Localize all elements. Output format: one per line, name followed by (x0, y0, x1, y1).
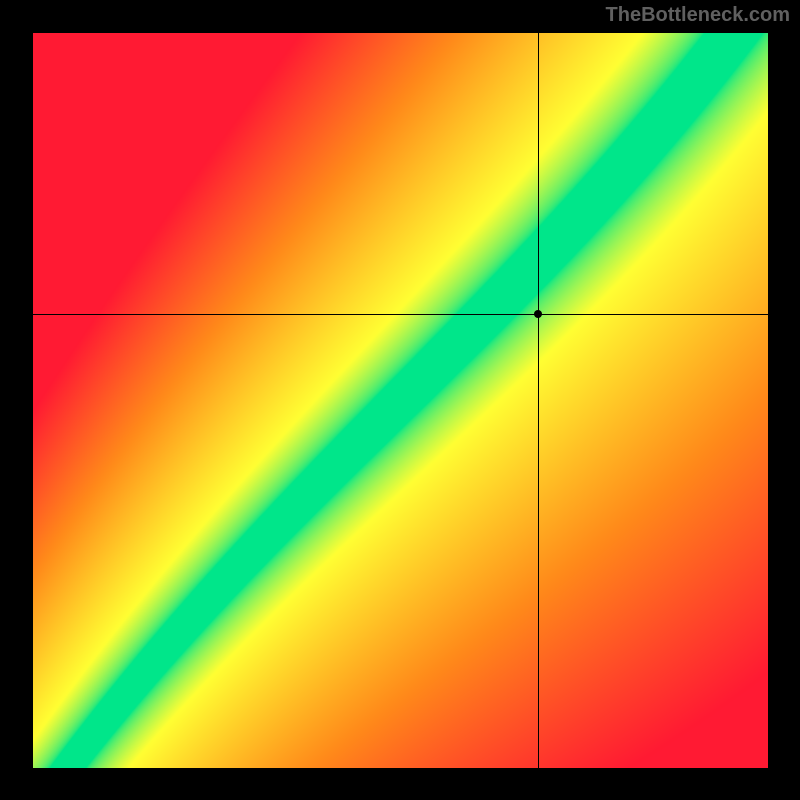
watermark-text: TheBottleneck.com (606, 4, 790, 27)
heatmap-canvas (33, 33, 768, 768)
heatmap-plot (33, 33, 768, 768)
crosshair-vertical (538, 33, 539, 768)
crosshair-marker (534, 310, 542, 318)
chart-container: TheBottleneck.com (0, 0, 800, 800)
crosshair-horizontal (33, 314, 768, 315)
